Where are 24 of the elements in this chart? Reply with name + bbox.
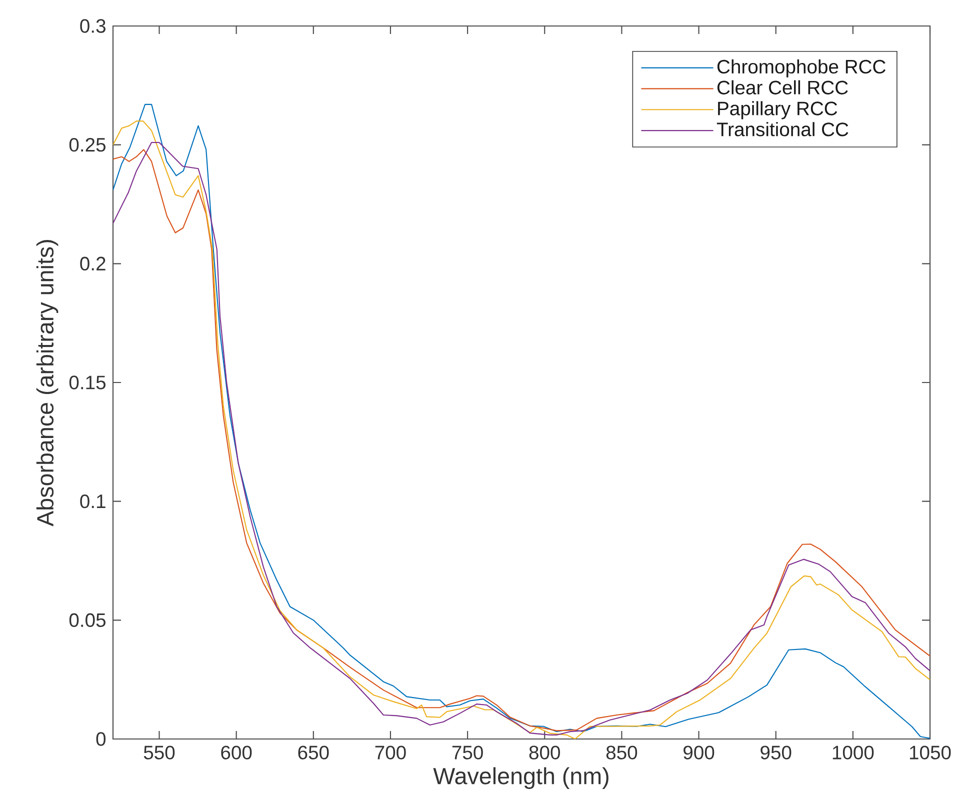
y-tick-label: 0.05 [69,613,106,628]
legend-label: Papillary RCC [718,101,838,120]
y-axis-title: Absorbance (arbitrary units) [36,240,58,526]
x-tick-label: 700 [375,746,406,760]
x-tick-label: 1000 [832,746,874,760]
x-tick-label: 800 [529,746,560,760]
legend-label: Clear Cell RCC [717,80,848,94]
x-tick-label: 1050 [910,746,951,760]
y-tick-label: 0.15 [69,376,106,390]
y-tick-label: 0 [96,732,106,746]
y-tick-label: 0.1 [80,494,106,508]
x-tick-label: 850 [606,746,638,760]
y-tick-label: 0.25 [69,138,106,152]
x-tick-label: 900 [684,746,714,760]
x-tick-label: 750 [452,746,483,760]
legend-label: Chromophobe RCC [717,59,886,78]
legend-label: Transitional CC [716,122,848,136]
x-tick-label: 550 [144,746,175,760]
x-tick-label: 600 [221,746,252,760]
x-tick-label: 950 [760,746,792,760]
y-tick-label: 0.2 [80,256,106,271]
y-tick-label: 0.3 [80,19,106,33]
x-tick-label: 650 [298,746,329,760]
x-axis-title: Wavelength (nm) [433,767,608,789]
